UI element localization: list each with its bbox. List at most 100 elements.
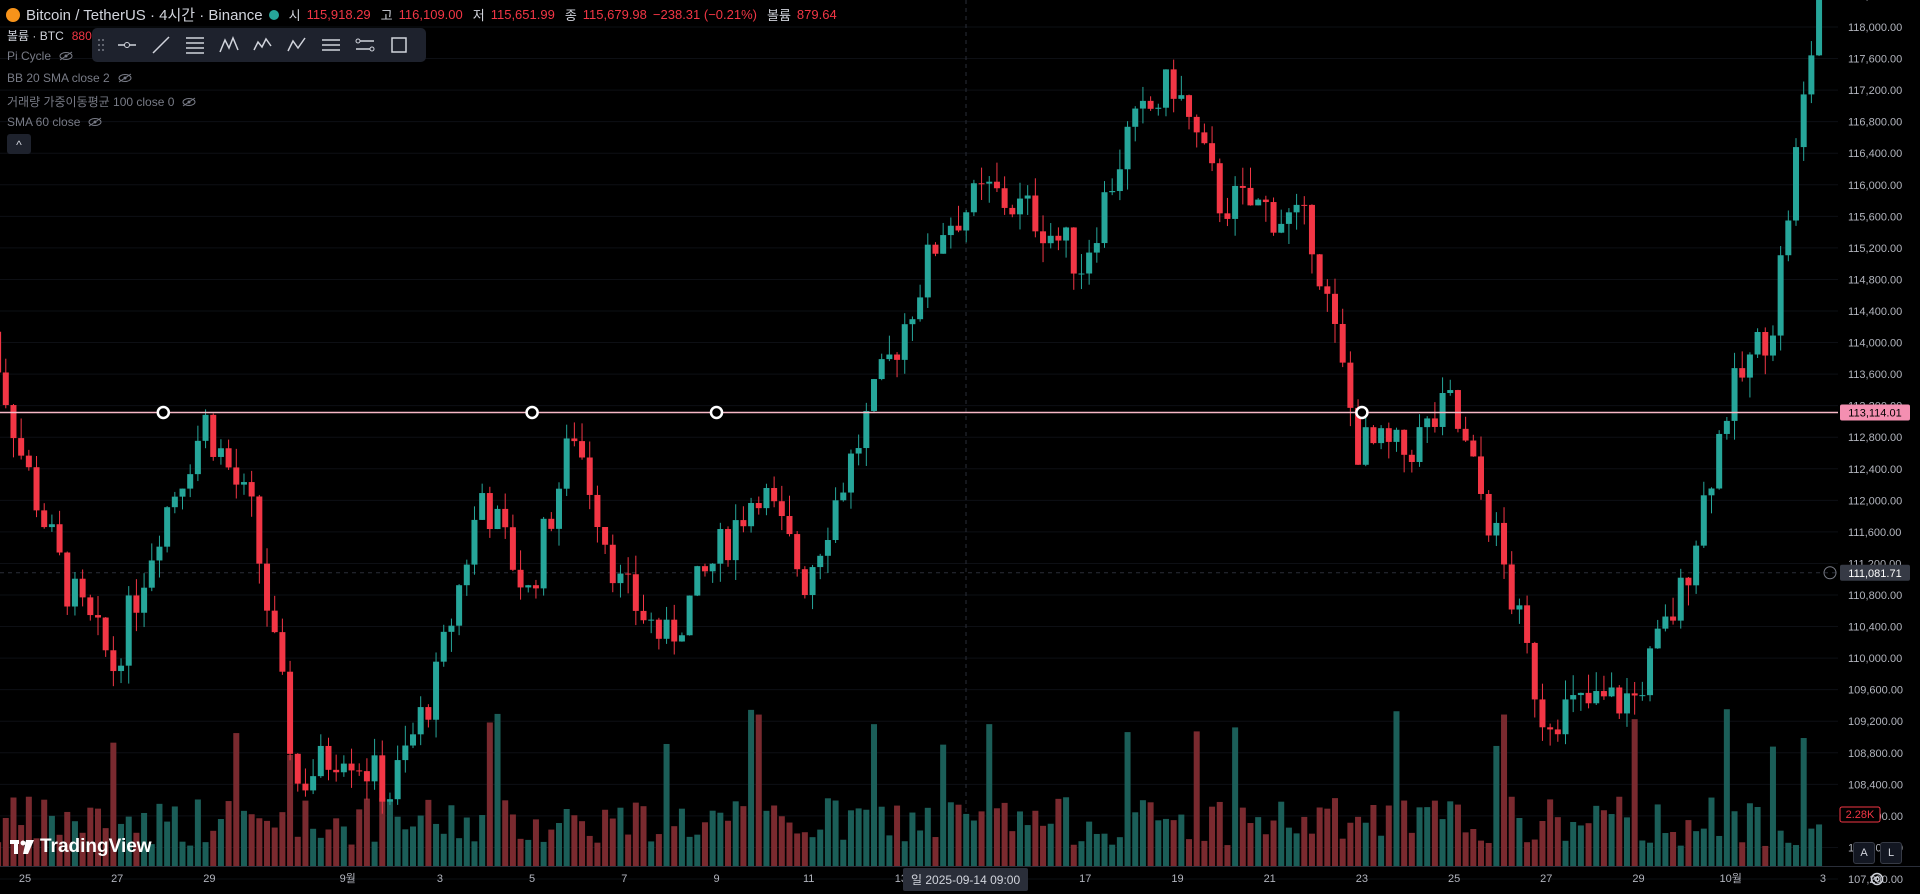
candle-body xyxy=(133,595,140,613)
volume-bar xyxy=(102,828,109,866)
volume-bar xyxy=(609,818,616,866)
volume-bar xyxy=(686,836,693,866)
candle-body xyxy=(725,529,732,561)
indicator-vwma[interactable]: 거래량 가중이동평균 100 close 0 xyxy=(7,93,196,110)
volume-bar xyxy=(1032,810,1039,866)
candle-body xyxy=(1239,185,1246,188)
candle-body xyxy=(1723,420,1730,434)
auto-scale-button[interactable]: A xyxy=(1853,842,1875,864)
indicator-sma[interactable]: SMA 60 close xyxy=(7,115,102,129)
crosshair-date-label: 일 2025-09-14 09:00 xyxy=(903,868,1029,891)
hidden-eye-icon[interactable] xyxy=(88,117,102,127)
drag-handle-icon[interactable] xyxy=(92,30,110,60)
hidden-eye-icon[interactable] xyxy=(182,97,196,107)
touch-marker-circle[interactable] xyxy=(709,405,724,420)
candle-body xyxy=(1209,143,1216,164)
time-tick-label: 9월 xyxy=(340,872,356,885)
candle-body xyxy=(1477,456,1484,494)
tradingview-icon xyxy=(10,840,34,854)
volume-bar xyxy=(655,834,662,866)
candle-body xyxy=(1662,616,1669,629)
parallel-channel-icon[interactable] xyxy=(314,30,348,60)
rectangle-icon[interactable] xyxy=(382,30,416,60)
candle-body xyxy=(486,493,493,530)
volume-bar xyxy=(18,825,25,866)
volume-bar xyxy=(440,833,447,866)
candle-body xyxy=(1324,286,1331,294)
volume-bar xyxy=(1616,796,1623,866)
volume-bar xyxy=(33,838,40,866)
volume-bar xyxy=(978,811,985,866)
volume-bar xyxy=(771,805,778,866)
volume-bar xyxy=(194,799,201,866)
candle-body xyxy=(264,563,271,611)
candle-body xyxy=(125,595,132,666)
candle-body xyxy=(863,410,870,449)
indicator-pi-cycle[interactable]: Pi Cycle xyxy=(7,49,73,63)
indicator-volume[interactable]: 볼륨 · BTC 880 xyxy=(7,27,92,44)
indicator-bb[interactable]: BB 20 SMA close 2 xyxy=(7,71,132,85)
fib-retracement-icon[interactable] xyxy=(178,30,212,60)
volume-bar xyxy=(940,744,947,866)
candle-body xyxy=(56,524,63,553)
abcd-pattern-icon[interactable] xyxy=(280,30,314,60)
candle-body xyxy=(0,331,2,373)
trend-line-icon[interactable] xyxy=(144,30,178,60)
volume-bar xyxy=(1132,812,1139,866)
candle-body xyxy=(171,496,178,508)
time-tick-label: 29 xyxy=(1632,873,1644,885)
volume-bar xyxy=(87,807,94,866)
volume-bar xyxy=(164,821,171,866)
volume-bar xyxy=(1470,829,1477,866)
price-tick-label: 115,600.00 xyxy=(1848,211,1902,223)
time-tick-label: 7 xyxy=(621,873,627,885)
log-scale-button[interactable]: L xyxy=(1880,842,1902,864)
volume-bar xyxy=(425,799,432,866)
candle-body xyxy=(41,510,48,528)
volume-bar xyxy=(363,798,370,866)
candle-body xyxy=(1224,213,1231,219)
volume-bar xyxy=(1746,803,1753,866)
volume-bar xyxy=(225,801,232,866)
volume-bar xyxy=(1293,833,1300,866)
candle-body xyxy=(110,650,117,672)
time-axis[interactable] xyxy=(0,866,1920,894)
touch-marker-circle[interactable] xyxy=(156,405,171,420)
candle-body xyxy=(1332,293,1339,324)
gear-icon[interactable] xyxy=(1868,870,1886,888)
candle-body xyxy=(940,235,947,254)
candle-body xyxy=(1608,687,1615,697)
volume-bar xyxy=(1570,822,1577,866)
collapse-indicators-button[interactable]: ^ xyxy=(7,134,31,154)
elliott-wave-icon[interactable] xyxy=(246,30,280,60)
add-alert-icon[interactable] xyxy=(1823,566,1837,580)
hidden-eye-icon[interactable] xyxy=(118,73,132,83)
volume-bar xyxy=(1055,798,1062,866)
touch-marker-circle[interactable] xyxy=(525,405,539,420)
price-tick-label: 113,600.00 xyxy=(1848,369,1902,381)
price-tick-label: 116,000.00 xyxy=(1848,180,1902,192)
candle-body xyxy=(1577,692,1584,696)
hidden-eye-icon[interactable] xyxy=(59,51,73,61)
symbol-title[interactable]: Bitcoin / TetherUS · 4시간 · Binance xyxy=(26,7,263,24)
candle-body xyxy=(917,297,924,320)
regression-icon[interactable] xyxy=(348,30,382,60)
candle-body xyxy=(947,225,954,236)
volume-bar xyxy=(1454,804,1461,866)
volume-bar xyxy=(386,799,393,866)
candle-body xyxy=(847,453,854,493)
volume-bar xyxy=(1147,802,1154,866)
pattern-icon[interactable] xyxy=(212,30,246,60)
candle-body xyxy=(1716,433,1723,489)
touch-marker-circle[interactable] xyxy=(1355,405,1369,420)
volume-bar xyxy=(1308,833,1315,866)
volume-bar xyxy=(1477,840,1484,866)
change-value: −238.31 (−0.21%) xyxy=(652,7,757,22)
volume-bar xyxy=(786,822,793,866)
volume-bar xyxy=(125,816,132,866)
horizontal-ray-icon[interactable] xyxy=(110,30,144,60)
time-tick-label: 3 xyxy=(1820,873,1826,885)
volume-bar xyxy=(486,722,493,866)
candle-body xyxy=(517,569,524,588)
